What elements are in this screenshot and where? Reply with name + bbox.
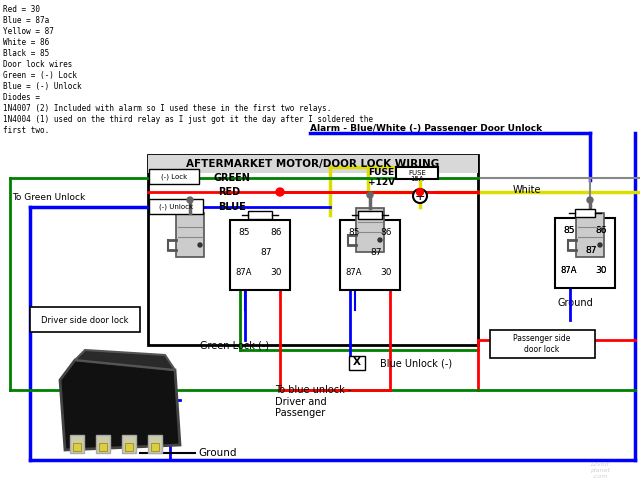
Text: 87: 87 — [260, 248, 271, 257]
Text: 30: 30 — [595, 266, 607, 275]
Text: +: + — [415, 190, 426, 202]
Text: White = 86: White = 86 — [3, 38, 49, 47]
Text: Yellow = 87: Yellow = 87 — [3, 27, 54, 36]
Polygon shape — [60, 360, 180, 450]
Bar — [125, 443, 133, 451]
Polygon shape — [75, 350, 175, 370]
Bar — [555, 218, 615, 288]
Circle shape — [587, 197, 593, 203]
Bar — [176, 213, 204, 257]
Text: 86: 86 — [595, 226, 607, 235]
Bar — [99, 443, 107, 451]
Text: Driver side door lock: Driver side door lock — [41, 316, 129, 324]
Text: (-) Unlock: (-) Unlock — [159, 203, 193, 210]
Text: Ground: Ground — [557, 298, 593, 308]
Text: To blue unlock -
Driver and
Passenger: To blue unlock - Driver and Passenger — [275, 385, 351, 418]
Text: 86: 86 — [380, 228, 392, 237]
Circle shape — [413, 189, 427, 203]
Text: 15A: 15A — [410, 176, 424, 182]
Text: 85: 85 — [563, 226, 575, 235]
Bar — [576, 213, 604, 257]
Text: 86: 86 — [595, 226, 607, 235]
Bar — [148, 155, 478, 345]
Text: 87: 87 — [585, 246, 596, 255]
Text: Door lock wires: Door lock wires — [3, 60, 72, 69]
Text: 85: 85 — [563, 226, 575, 235]
Text: BLUE: BLUE — [218, 202, 246, 212]
Bar — [151, 443, 159, 451]
Text: first two.: first two. — [3, 126, 49, 135]
Text: 87A: 87A — [560, 266, 577, 275]
Circle shape — [417, 189, 424, 196]
FancyBboxPatch shape — [149, 169, 199, 184]
Bar — [358, 211, 382, 219]
Text: Ground: Ground — [198, 448, 237, 458]
Bar — [73, 443, 81, 451]
Bar — [70, 435, 84, 453]
Text: Passenger side
door lock: Passenger side door lock — [513, 334, 571, 354]
Bar — [148, 435, 162, 453]
Text: 30: 30 — [380, 268, 392, 277]
Bar — [349, 356, 365, 370]
Text: Green Lock (-): Green Lock (-) — [200, 340, 269, 350]
Text: 87: 87 — [585, 246, 596, 255]
Text: FUSED
+12V: FUSED +12V — [368, 168, 402, 187]
Bar — [340, 220, 400, 290]
Bar — [396, 167, 438, 179]
Circle shape — [276, 188, 284, 196]
Bar — [248, 211, 272, 219]
Text: AFTERMARKET MOTOR/DOOR LOCK WIRING: AFTERMARKET MOTOR/DOOR LOCK WIRING — [186, 159, 440, 169]
Text: 30: 30 — [595, 266, 607, 275]
Text: Green = (-) Lock: Green = (-) Lock — [3, 71, 77, 80]
Text: (-) Lock: (-) Lock — [161, 173, 187, 180]
Text: 87A: 87A — [345, 268, 362, 277]
Text: Diodes =: Diodes = — [3, 93, 40, 102]
Text: RED: RED — [218, 187, 240, 197]
Text: Red = 30: Red = 30 — [3, 5, 40, 14]
Text: To Green Unlock: To Green Unlock — [12, 193, 85, 201]
Text: Blue = (-) Unlock: Blue = (-) Unlock — [3, 82, 82, 91]
Text: 1N4007 (2) Included with alarm so I used these in the first two relays.: 1N4007 (2) Included with alarm so I used… — [3, 104, 332, 113]
Circle shape — [367, 192, 373, 198]
Bar — [575, 209, 595, 217]
Circle shape — [187, 197, 193, 203]
Text: GREEN: GREEN — [213, 173, 250, 183]
Text: 87A: 87A — [235, 268, 252, 277]
Text: 30: 30 — [270, 268, 282, 277]
Bar — [356, 208, 384, 252]
Circle shape — [598, 243, 602, 247]
Circle shape — [378, 238, 382, 242]
Text: 12volt
planet
.com: 12volt planet .com — [590, 462, 610, 479]
Bar — [148, 155, 478, 173]
Circle shape — [198, 243, 202, 247]
Text: 1N4004 (1) used on the third relay as I just got it the day after I soldered the: 1N4004 (1) used on the third relay as I … — [3, 115, 373, 124]
Bar — [96, 435, 110, 453]
Bar — [490, 330, 595, 358]
Text: X: X — [353, 357, 362, 367]
Text: Blue Unlock (-): Blue Unlock (-) — [380, 358, 452, 368]
Text: Black = 85: Black = 85 — [3, 49, 49, 58]
Text: White: White — [513, 185, 541, 195]
Bar — [122, 435, 136, 453]
Bar — [230, 220, 290, 290]
Text: 85: 85 — [348, 228, 360, 237]
Text: 86: 86 — [270, 228, 282, 237]
Text: Alarm - Blue/White (-) Passenger Door Unlock: Alarm - Blue/White (-) Passenger Door Un… — [310, 123, 542, 132]
Bar — [30, 307, 140, 332]
Text: FUSE: FUSE — [408, 170, 426, 176]
Text: 87A: 87A — [560, 266, 577, 275]
Text: 87: 87 — [370, 248, 381, 257]
Text: 85: 85 — [238, 228, 250, 237]
FancyBboxPatch shape — [149, 199, 203, 214]
Text: Blue = 87a: Blue = 87a — [3, 16, 49, 25]
Text: X: X — [353, 357, 361, 367]
